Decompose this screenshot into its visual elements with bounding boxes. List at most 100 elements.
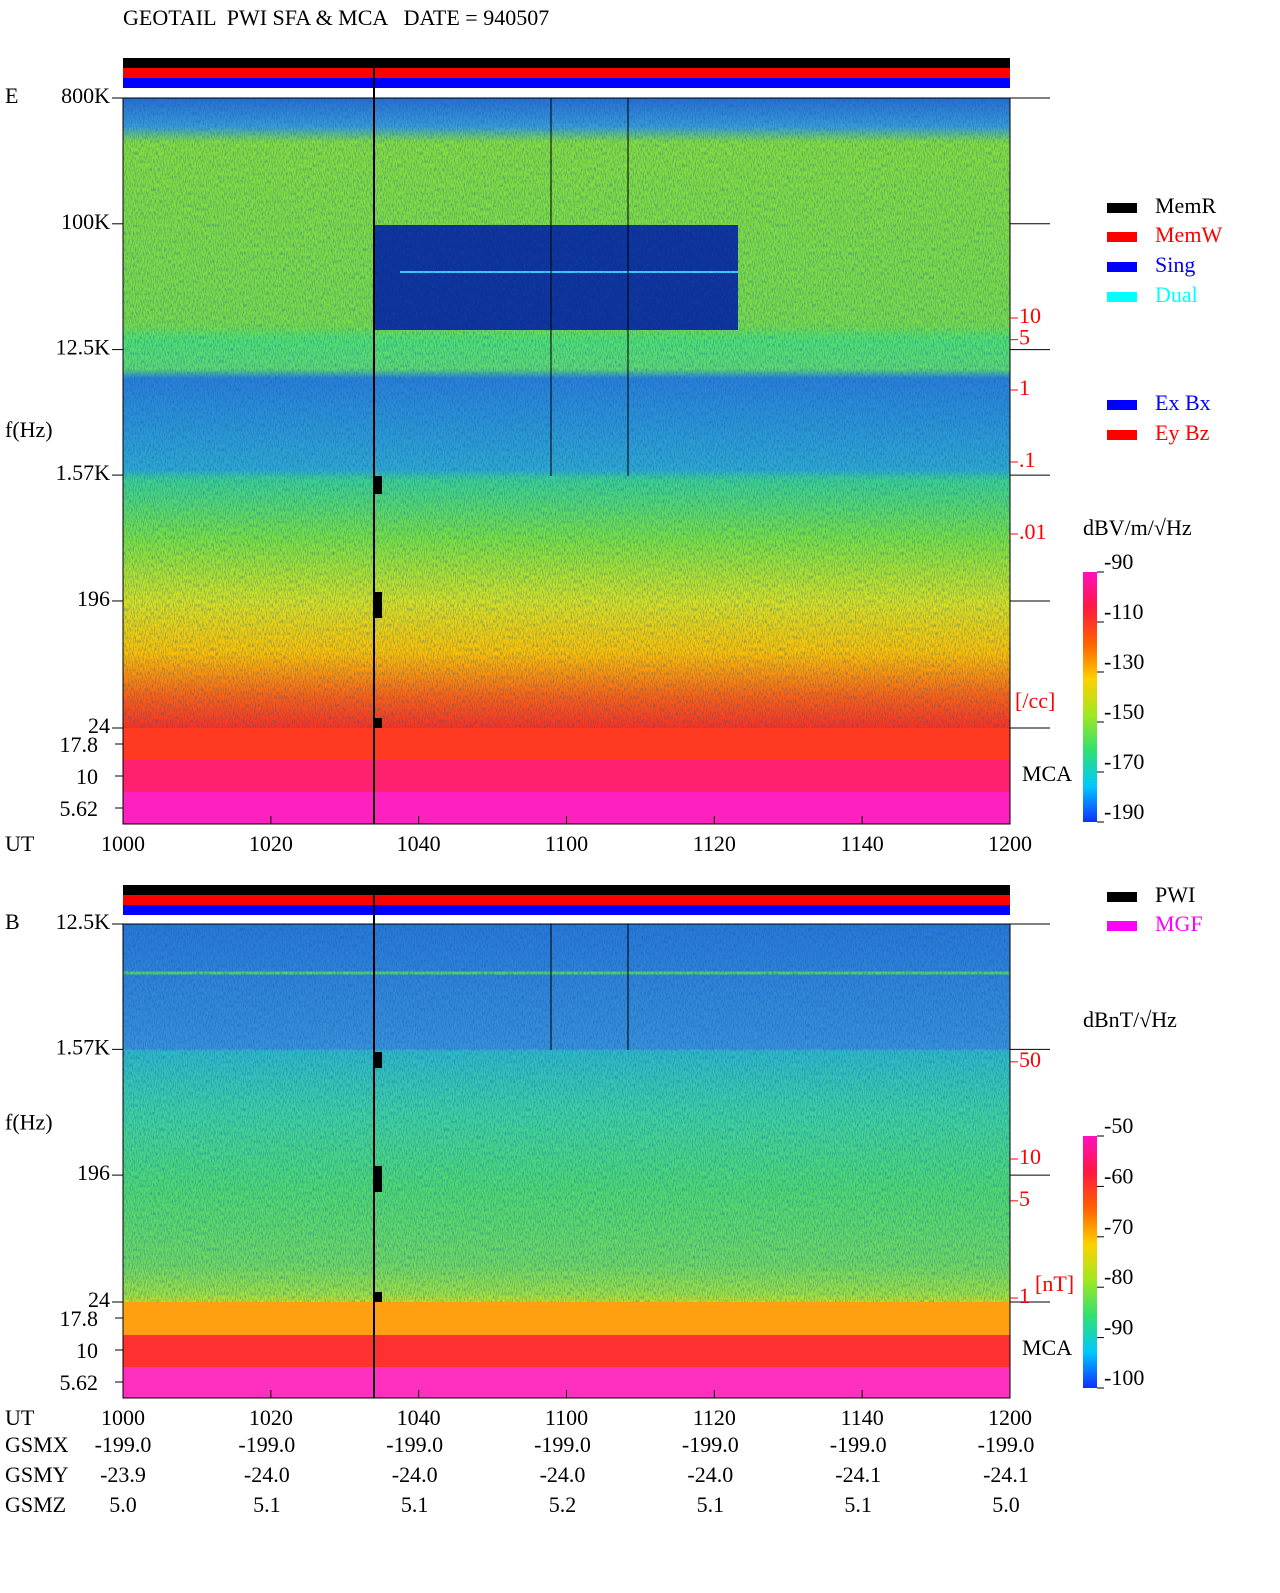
orbit-value: -199.0 <box>238 1432 295 1457</box>
spectrogram-b <box>123 885 1010 1398</box>
orbit-label: GSMX <box>5 1432 69 1457</box>
mca-tick-label: 10 <box>76 764 98 789</box>
orbit-value: -199.0 <box>386 1432 443 1457</box>
title: GEOTAIL PWI SFA & MCA DATE = 940507 <box>123 5 549 30</box>
orbit-label: GSMY <box>5 1462 69 1487</box>
y2-tick-label: .1 <box>1019 447 1036 472</box>
spectrogram-e <box>123 58 1010 824</box>
orbit-value: -24.0 <box>392 1462 438 1487</box>
orbit-value: -24.0 <box>244 1462 290 1487</box>
legend-label: Ex Bx <box>1155 390 1211 415</box>
x-tick-label: 1200 <box>988 831 1032 856</box>
x-axis-label: UT <box>5 831 35 856</box>
colorbar-tick-label: -80 <box>1104 1264 1133 1289</box>
y2-tick-label: 10 <box>1019 1144 1041 1169</box>
legend-label: Ey Bz <box>1155 420 1210 445</box>
panel-label: B <box>5 909 20 934</box>
y-tick-label: 12.5K <box>56 335 111 360</box>
orbit-value: -24.1 <box>835 1462 881 1487</box>
x-tick-label: 1200 <box>988 1405 1032 1430</box>
orbit-value: 5.0 <box>109 1492 137 1517</box>
x-tick-label: 1040 <box>397 1405 441 1430</box>
y-tick-label: 24 <box>88 713 110 738</box>
legend-label: MemR <box>1155 193 1216 218</box>
legend-swatch <box>1107 292 1137 302</box>
legend-swatch <box>1107 400 1137 410</box>
colorbar <box>1083 1136 1097 1388</box>
y2-tick-label: 5 <box>1019 1186 1030 1211</box>
legend-swatch <box>1107 892 1137 902</box>
y-axis-label: f(Hz) <box>5 1109 53 1134</box>
mca-tick-label: 17.8 <box>60 1306 99 1331</box>
legend-label: Sing <box>1155 252 1195 277</box>
axes: Ef(Hz)800K100K12.5K1.57K1962417.8105.62M… <box>5 83 1222 1517</box>
orbit-value: 5.1 <box>697 1492 725 1517</box>
y2-axis-label: [/cc] <box>1015 688 1055 713</box>
mca-label: MCA <box>1022 1335 1072 1360</box>
orbit-value: -24.0 <box>687 1462 733 1487</box>
colorbar-tick-label: -150 <box>1104 699 1144 724</box>
y-axis-label: f(Hz) <box>5 417 53 442</box>
legend-swatch <box>1107 921 1137 931</box>
y-tick-label: 100K <box>61 209 110 234</box>
y2-tick-label: 5 <box>1019 325 1030 350</box>
x-tick-label: 1100 <box>545 1405 588 1430</box>
x-tick-label: 1120 <box>693 1405 736 1430</box>
y2-tick-label: 1 <box>1019 1283 1030 1308</box>
x-tick-label: 1140 <box>841 1405 884 1430</box>
colorbar-tick-label: -70 <box>1104 1214 1133 1239</box>
orbit-value: 5.0 <box>992 1492 1020 1517</box>
x-tick-label: 1000 <box>101 831 145 856</box>
y-tick-label: 1.57K <box>56 1034 111 1059</box>
y-tick-label: 12.5K <box>56 909 111 934</box>
orbit-value: -199.0 <box>95 1432 152 1457</box>
colorbar-tick-label: -170 <box>1104 749 1144 774</box>
colorbar-tick-label: -100 <box>1104 1365 1144 1390</box>
colorbar-tick-label: -190 <box>1104 799 1144 824</box>
colorbar-tick-label: -130 <box>1104 649 1144 674</box>
panel-label: E <box>5 83 18 108</box>
x-tick-label: 1040 <box>397 831 441 856</box>
mca-tick-label: 5.62 <box>60 796 99 821</box>
y2-axis-label: [nT] <box>1035 1271 1074 1296</box>
y2-tick-label: 50 <box>1019 1047 1041 1072</box>
x-tick-label: 1140 <box>841 831 884 856</box>
legend-label: MGF <box>1155 911 1203 936</box>
orbit-label: GSMZ <box>5 1492 66 1517</box>
x-tick-label: 1020 <box>249 831 293 856</box>
orbit-value: -199.0 <box>830 1432 887 1457</box>
y-tick-label: 1.57K <box>56 460 111 485</box>
x-tick-label: 1120 <box>693 831 736 856</box>
x-tick-label: 1020 <box>249 1405 293 1430</box>
orbit-value: -24.1 <box>983 1462 1029 1487</box>
x-tick-label: 1100 <box>545 831 588 856</box>
y-tick-label: 800K <box>61 83 110 108</box>
legend-label: Dual <box>1155 282 1198 307</box>
y2-tick-label: 10 <box>1019 303 1041 328</box>
orbit-value: -199.0 <box>978 1432 1035 1457</box>
colorbar-label: dBnT/√Hz <box>1083 1007 1177 1032</box>
mode-bars <box>123 58 1010 915</box>
orbit-value: -199.0 <box>534 1432 591 1457</box>
x-axis-label: UT <box>5 1405 35 1430</box>
x-tick-label: 1000 <box>101 1405 145 1430</box>
legend-label: PWI <box>1155 882 1195 907</box>
colorbar <box>1083 572 1097 822</box>
legend-swatch <box>1107 232 1137 242</box>
legend-swatch <box>1107 203 1137 213</box>
colorbar-tick-label: -90 <box>1104 1315 1133 1340</box>
legend-swatch <box>1107 262 1137 272</box>
mca-tick-label: 17.8 <box>60 732 99 757</box>
colorbar-label: dBV/m/√Hz <box>1083 515 1192 540</box>
y-tick-label: 196 <box>77 586 110 611</box>
legend-label: MemW <box>1155 222 1222 247</box>
colorbar-tick-label: -60 <box>1104 1163 1133 1188</box>
colorbar-tick-label: -90 <box>1104 549 1133 574</box>
colorbar-tick-label: -110 <box>1104 599 1144 624</box>
y2-tick-label: .01 <box>1019 519 1047 544</box>
mca-tick-label: 5.62 <box>60 1370 99 1395</box>
orbit-value: 5.2 <box>549 1492 577 1517</box>
y-tick-label: 196 <box>77 1160 110 1185</box>
colorbar-tick-label: -50 <box>1104 1113 1133 1138</box>
